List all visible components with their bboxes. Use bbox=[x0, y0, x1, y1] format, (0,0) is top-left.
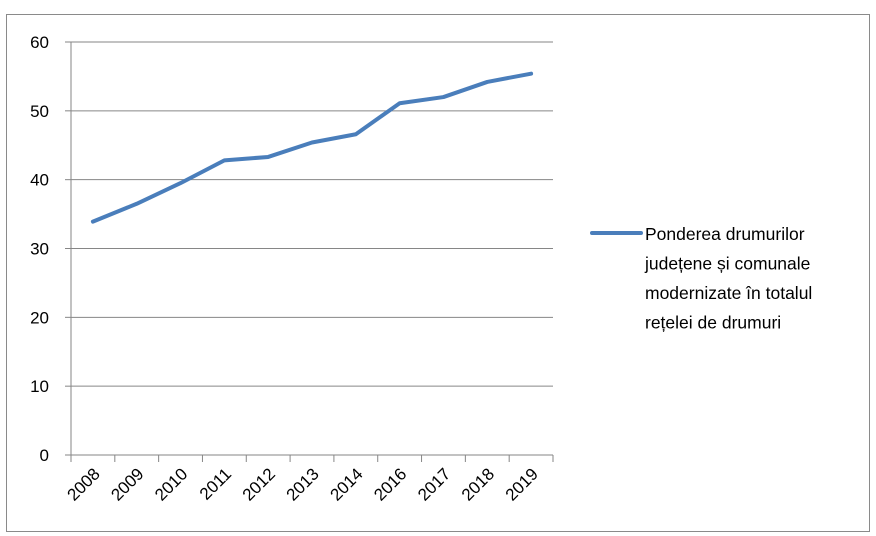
series-line bbox=[90, 71, 534, 224]
x-tick-label: 2009 bbox=[107, 464, 147, 504]
y-tick-label: 60 bbox=[30, 33, 49, 52]
x-tick-label: 2013 bbox=[283, 464, 323, 504]
x-tick-label: 2017 bbox=[414, 464, 454, 504]
x-tick-label: 2018 bbox=[458, 464, 498, 504]
y-tick-label: 50 bbox=[30, 102, 49, 121]
legend-label-line: modernizate în totalul bbox=[645, 283, 812, 303]
x-tick-label: 2010 bbox=[151, 464, 191, 504]
y-tick-label: 30 bbox=[30, 240, 49, 259]
chart-frame bbox=[6, 14, 870, 532]
y-tick-label: 40 bbox=[30, 171, 49, 190]
x-tick-label: 2008 bbox=[64, 464, 104, 504]
legend-label-line: județene și comunale bbox=[644, 254, 810, 274]
x-tick-label: 2019 bbox=[502, 464, 542, 504]
series-layer bbox=[90, 71, 534, 224]
x-axis: 2008 2009 2010 2011 2012 2013 2014 2016 2017 2018… bbox=[64, 454, 554, 505]
legend-label-line: rețelei de drumuri bbox=[645, 313, 781, 333]
legend-label-line: Ponderea drumurilor bbox=[645, 224, 805, 244]
y-tick-label: 0 bbox=[40, 446, 49, 465]
gridlines bbox=[71, 41, 553, 387]
x-tick-label: 2011 bbox=[196, 464, 235, 503]
legend: Ponderea drumurilor județene și comunale m… bbox=[590, 224, 812, 333]
y-tick-label: 20 bbox=[30, 308, 49, 327]
x-tick-label: 2012 bbox=[239, 464, 279, 504]
x-tick-label: 2014 bbox=[326, 464, 366, 504]
y-tick-label: 10 bbox=[30, 377, 49, 396]
legend-label: Ponderea drumurilor județene și comunale m… bbox=[644, 224, 812, 333]
y-axis: 0 10 20 30 40 50 60 bbox=[30, 33, 72, 465]
x-tick-label: 2016 bbox=[370, 464, 410, 504]
